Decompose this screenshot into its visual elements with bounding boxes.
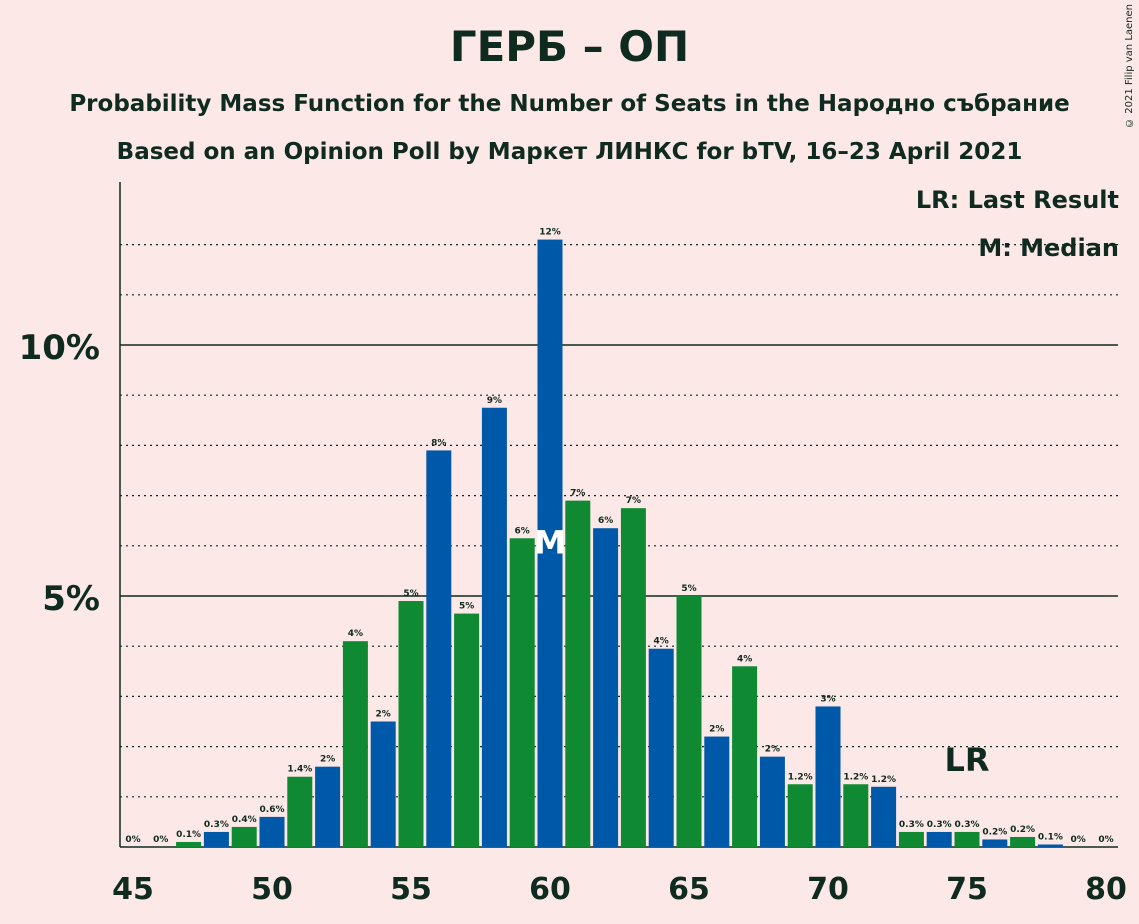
legend-last-result: LR: Last Result [915, 186, 1119, 214]
data-label-56: 8% [431, 438, 446, 448]
bar-67 [732, 666, 758, 847]
data-label-71: 1.2% [843, 772, 868, 782]
data-label-57: 5% [459, 602, 474, 612]
median-marker: M [534, 523, 566, 561]
bar-75 [954, 831, 980, 847]
data-label-79: 0% [1071, 835, 1086, 845]
data-label-74: 0.3% [927, 820, 952, 830]
x-tick-label: 50 [251, 872, 293, 907]
data-label-46: 0% [153, 835, 168, 845]
bar-53 [342, 641, 368, 847]
data-label-54: 2% [376, 710, 391, 720]
bar-70 [815, 706, 841, 847]
data-label-65: 5% [681, 584, 696, 594]
x-tick-label: 70 [807, 872, 849, 907]
last-result-marker: LR [944, 741, 989, 779]
data-label-64: 4% [654, 637, 669, 647]
bar-73 [898, 831, 924, 847]
bar-65 [676, 596, 702, 847]
bar-62 [593, 528, 619, 847]
bar-68 [759, 756, 785, 847]
bar-61 [565, 500, 591, 847]
bar-72 [871, 786, 897, 847]
data-label-53: 4% [348, 629, 363, 639]
data-label-45: 0% [125, 835, 140, 845]
data-label-73: 0.3% [899, 820, 924, 830]
data-label-75: 0.3% [955, 820, 980, 830]
data-label-55: 5% [403, 589, 418, 599]
data-label-51: 1.4% [287, 765, 312, 775]
data-label-50: 0.6% [260, 805, 285, 815]
bar-56 [426, 450, 452, 847]
data-label-60: 12% [539, 228, 561, 238]
data-label-70: 3% [820, 694, 835, 704]
bar-52 [315, 766, 341, 847]
bar-63 [620, 508, 646, 847]
bar-66 [704, 736, 730, 847]
data-label-76: 0.2% [982, 827, 1007, 837]
data-label-66: 2% [709, 725, 724, 735]
bar-60 [537, 239, 563, 847]
y-tick-label: 5% [42, 579, 100, 619]
legend-median: M: Median [978, 234, 1119, 262]
bar-59 [509, 538, 535, 847]
x-tick-label: 45 [112, 872, 154, 907]
x-tick-label: 65 [668, 872, 710, 907]
bar-54 [370, 721, 396, 847]
bar-71 [843, 784, 869, 847]
bar-48 [203, 831, 229, 847]
bar-57 [454, 613, 480, 847]
bar-69 [787, 784, 813, 847]
bar-51 [287, 776, 313, 847]
bar-55 [398, 601, 424, 847]
data-label-49: 0.4% [232, 815, 257, 825]
bar-50 [259, 816, 285, 847]
x-tick-label: 80 [1085, 872, 1127, 907]
bar-64 [648, 648, 674, 847]
chart-subtitle: Probability Mass Function for the Number… [69, 91, 1070, 117]
bar-49 [231, 826, 257, 847]
bar-76 [982, 839, 1008, 847]
data-label-52: 2% [320, 755, 335, 765]
data-label-47: 0.1% [176, 830, 201, 840]
data-label-48: 0.3% [204, 820, 229, 830]
data-label-78: 0.1% [1038, 832, 1063, 842]
data-label-68: 2% [765, 745, 780, 755]
data-label-77: 0.2% [1010, 825, 1035, 835]
chart-title: ГЕРБ – ОП [449, 22, 690, 71]
data-label-67: 4% [737, 654, 752, 664]
y-tick-label: 10% [19, 328, 100, 368]
x-tick-label: 60 [529, 872, 571, 907]
data-label-62: 6% [598, 516, 613, 526]
bar-47 [176, 841, 202, 847]
data-label-63: 7% [626, 496, 641, 506]
bar-74 [926, 831, 952, 847]
bar-78 [1037, 844, 1063, 847]
data-label-58: 9% [487, 396, 502, 406]
bar-77 [1010, 836, 1036, 847]
bar-58 [481, 407, 507, 847]
x-tick-label: 75 [946, 872, 988, 907]
data-label-61: 7% [570, 489, 585, 499]
data-label-69: 1.2% [788, 772, 813, 782]
x-tick-label: 55 [390, 872, 432, 907]
data-label-72: 1.2% [871, 775, 896, 785]
data-label-59: 6% [515, 526, 530, 536]
chart-source: Based on an Opinion Poll by Маркет ЛИНКС… [116, 139, 1023, 165]
data-label-80: 0% [1098, 835, 1113, 845]
